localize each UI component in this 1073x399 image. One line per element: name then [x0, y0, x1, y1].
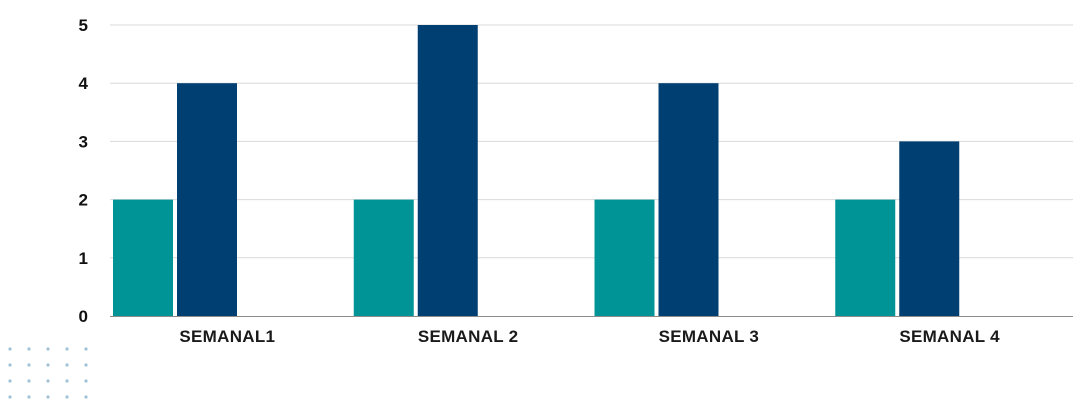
decorative-dot	[8, 363, 12, 367]
decorative-dot	[46, 363, 50, 367]
bar-1-1	[113, 199, 173, 316]
decorative-dot	[8, 347, 12, 351]
bar-2-1	[177, 83, 237, 316]
decorative-dot	[65, 395, 69, 399]
bar-2-4	[899, 141, 960, 316]
decorative-dot	[46, 347, 50, 351]
bar-1-2	[353, 199, 414, 316]
decorative-dot	[65, 379, 69, 383]
y-axis-ticks: 0 1 2 3 4 5	[79, 16, 89, 326]
bars	[113, 25, 960, 316]
decorative-dot	[65, 363, 69, 367]
bar-2-3	[658, 83, 719, 316]
bar-1-3	[594, 199, 655, 316]
x-category-label: SEMANAL1	[179, 327, 275, 346]
decorative-dot	[84, 363, 88, 367]
decorative-dot	[27, 347, 31, 351]
bar-2-2	[417, 25, 478, 316]
x-category-label: SEMANAL 2	[418, 327, 519, 346]
y-tick-label: 5	[79, 16, 88, 35]
decorative-dot	[46, 379, 50, 383]
decorative-dot	[27, 363, 31, 367]
decorative-dot	[8, 395, 12, 399]
y-tick-label: 2	[79, 191, 88, 210]
decorative-dot	[84, 379, 88, 383]
bar-1-4	[835, 199, 896, 316]
x-axis-category-labels: SEMANAL1 SEMANAL 2 SEMANAL 3 SEMANAL 4	[179, 327, 1000, 346]
y-tick-label: 0	[79, 307, 88, 326]
x-category-label: SEMANAL 4	[899, 327, 1000, 346]
decorative-dot	[84, 347, 88, 351]
decorative-dot-pattern	[8, 347, 88, 399]
decorative-dot	[27, 395, 31, 399]
y-tick-label: 4	[79, 74, 89, 93]
decorative-dot	[8, 379, 12, 383]
decorative-dot	[46, 395, 50, 399]
decorative-dot	[27, 379, 31, 383]
decorative-dot	[65, 347, 69, 351]
y-tick-label: 3	[79, 132, 88, 151]
x-category-label: SEMANAL 3	[659, 327, 760, 346]
y-tick-label: 1	[79, 249, 88, 268]
decorative-dot	[84, 395, 88, 399]
